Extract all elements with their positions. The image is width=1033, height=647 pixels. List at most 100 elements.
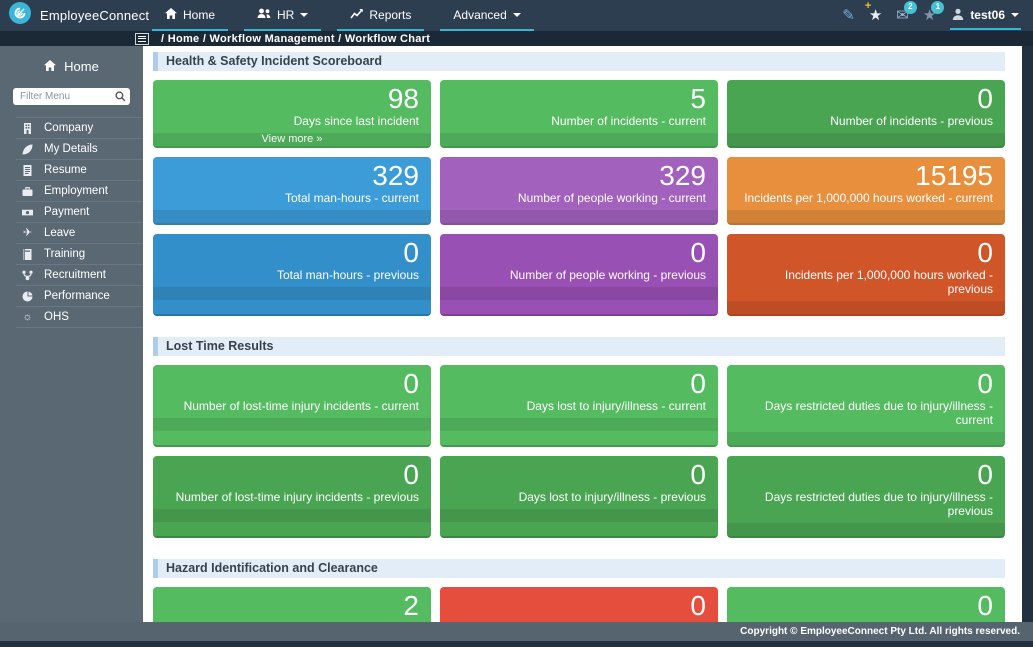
tile-footer: [440, 287, 718, 300]
brand[interactable]: EmployeeConnect: [0, 0, 149, 31]
tile-hazards-outstanding[interactable]: 0 Number of hazards outstanding: [727, 587, 1005, 622]
tile-lost-time-incidents-previous[interactable]: 0 Number of lost-time injury incidents -…: [153, 456, 431, 538]
book-icon: [21, 248, 34, 260]
tile-value: 0: [977, 83, 993, 114]
tile-label: Number of people working - previous: [509, 268, 706, 282]
nav-label: Reports: [369, 7, 412, 22]
tile-label: Incidents per 1,000,000 hours worked - p…: [784, 268, 993, 296]
user-menu[interactable]: test06: [950, 2, 1021, 30]
tile-footer: [727, 523, 1005, 536]
tile-label: Number of incidents - previous: [830, 114, 993, 128]
sidebar-item-company[interactable]: Company: [16, 117, 143, 138]
tile-lost-time-incidents-current[interactable]: 0 Number of lost-time injury incidents -…: [153, 365, 431, 447]
sidebar-item-leave[interactable]: ✈ Leave: [16, 222, 143, 243]
tile-label: Days lost to injury/illness - previous: [518, 490, 706, 504]
tile-value: 0: [977, 459, 993, 490]
tile-man-hours-current[interactable]: 329 Total man-hours - current: [153, 157, 431, 225]
plus-icon: +: [864, 0, 872, 12]
nav-item-reports[interactable]: Reports: [337, 0, 425, 31]
tile-incidents-previous[interactable]: 0 Number of incidents - previous: [727, 80, 1005, 148]
brand-name: EmployeeConnect: [40, 8, 150, 23]
chevron-down-icon: [1011, 13, 1019, 17]
tile-people-working-current[interactable]: 329 Number of people working - current: [440, 157, 718, 225]
tile-footer: [440, 509, 718, 522]
document-icon: [21, 164, 34, 176]
banknote-icon: [21, 207, 34, 218]
tile-people-working-previous[interactable]: 0 Number of people working - previous: [440, 234, 718, 316]
tile-label: Days restricted duties due to injury/ill…: [764, 490, 993, 518]
tile-label: Number of people working - current: [517, 191, 706, 205]
tile-value: 0: [403, 237, 419, 268]
tile-days-since-last-incident[interactable]: 98 Days since last incident View more »: [153, 80, 431, 148]
tile-label: Number of hazards indentified - current: [153, 621, 431, 622]
view-more-link[interactable]: View more »: [153, 133, 431, 146]
sidebar-item-label: Resume: [44, 164, 87, 176]
tile-label: Days lost to injury/illness - current: [526, 399, 706, 413]
sidebar-item-resume[interactable]: Resume: [16, 159, 143, 180]
nav-item-advanced[interactable]: Advanced: [440, 0, 534, 31]
tile-incidents-per-million-previous[interactable]: 0 Incidents per 1,000,000 hours worked -…: [727, 234, 1005, 316]
plane-icon: ✈: [22, 226, 33, 239]
tile-label: Number of hazards outstanding: [727, 621, 1005, 622]
sidebar-home-header[interactable]: Home: [0, 46, 143, 85]
sidebar-item-label: Payment: [44, 206, 90, 218]
tile-restricted-duties-current[interactable]: 0 Days restricted duties due to injury/i…: [727, 365, 1005, 447]
section-header-health-safety: Health & Safety Incident Scoreboard: [153, 52, 1005, 71]
sidebar-item-training[interactable]: Training: [16, 243, 143, 264]
tile-label: Number of lost-time injury incidents - c…: [183, 399, 419, 413]
tile-label: Days since last incident: [293, 114, 419, 128]
tile-footer: [727, 301, 1005, 314]
sidebar-item-ohs[interactable]: ☼ OHS: [16, 306, 143, 328]
sidebar-item-label: My Details: [44, 143, 98, 155]
tile-incidents-current[interactable]: 5 Number of incidents - current: [440, 80, 718, 148]
chart-icon: [350, 8, 364, 22]
briefcase-icon: [21, 186, 34, 197]
breadcrumb-bar: / Home / Workflow Management / Workflow …: [0, 31, 1033, 46]
tile-value: 0: [977, 590, 993, 621]
edit-pencil-icon[interactable]: ✎: [842, 6, 855, 24]
sidebar-item-employment[interactable]: Employment: [16, 180, 143, 201]
section-header-lost-time: Lost Time Results: [153, 337, 1005, 356]
chevron-down-icon: [512, 12, 521, 17]
tile-incidents-per-million-current[interactable]: 15195 Incidents per 1,000,000 hours work…: [727, 157, 1005, 225]
tile-footer: [727, 133, 1005, 146]
sidebar-item-label: Leave: [44, 227, 76, 239]
nav-item-home[interactable]: Home: [152, 0, 229, 31]
notifications-star-icon[interactable]: ★ 1: [923, 0, 945, 24]
tile-value: 98: [387, 83, 419, 114]
tile-footer: [727, 210, 1005, 223]
notifications-badge: 1: [931, 0, 945, 14]
sidebar-item-label: OHS: [44, 311, 69, 323]
add-favorite-star-icon[interactable]: ★ +: [864, 0, 883, 24]
messages-envelope-icon[interactable]: ✉ 2: [896, 0, 917, 24]
nav-item-hr[interactable]: HR: [244, 0, 322, 31]
sidebar-item-payment[interactable]: Payment: [16, 201, 143, 222]
filter-menu-input[interactable]: [13, 88, 130, 105]
tile-footer: [153, 287, 431, 300]
tile-value: 5: [690, 83, 706, 114]
tile-label: Number of incidents - current: [551, 114, 706, 128]
pie-chart-icon: [21, 291, 34, 302]
building-icon: [21, 122, 34, 134]
tile-restricted-duties-previous[interactable]: 0 Days restricted duties due to injury/i…: [727, 456, 1005, 538]
sidebar-item-label: Training: [44, 248, 86, 260]
sidebar-toggle-hamburger-icon[interactable]: [135, 32, 149, 45]
tile-man-hours-previous[interactable]: 0 Total man-hours - previous: [153, 234, 431, 316]
search-icon[interactable]: [115, 89, 126, 107]
breadcrumb[interactable]: / Home / Workflow Management / Workflow …: [161, 32, 431, 45]
tile-value: 0: [977, 368, 993, 399]
tile-label: Total man-hours - current: [284, 191, 419, 205]
tile-hazards-identified-current[interactable]: 2 Number of hazards indentified - curren…: [153, 587, 431, 622]
tile-footer: [440, 418, 718, 431]
section-header-hazard: Hazard Identification and Clearance: [153, 559, 1005, 578]
sidebar-item-label: Performance: [44, 290, 110, 302]
tile-clearance-rate-current[interactable]: 0 Average hazard clearance rate - curren…: [440, 587, 718, 622]
tile-days-lost-current[interactable]: 0 Days lost to injury/illness - current: [440, 365, 718, 447]
sidebar-item-my-details[interactable]: My Details: [16, 138, 143, 159]
employeeconnect-logo-icon: [9, 2, 31, 29]
tile-footer: [153, 509, 431, 522]
tile-label: Days restricted duties due to injury/ill…: [764, 399, 993, 427]
sidebar-item-performance[interactable]: Performance: [16, 285, 143, 306]
sidebar-item-recruitment[interactable]: Recruitment: [16, 264, 143, 285]
tile-days-lost-previous[interactable]: 0 Days lost to injury/illness - previous: [440, 456, 718, 538]
